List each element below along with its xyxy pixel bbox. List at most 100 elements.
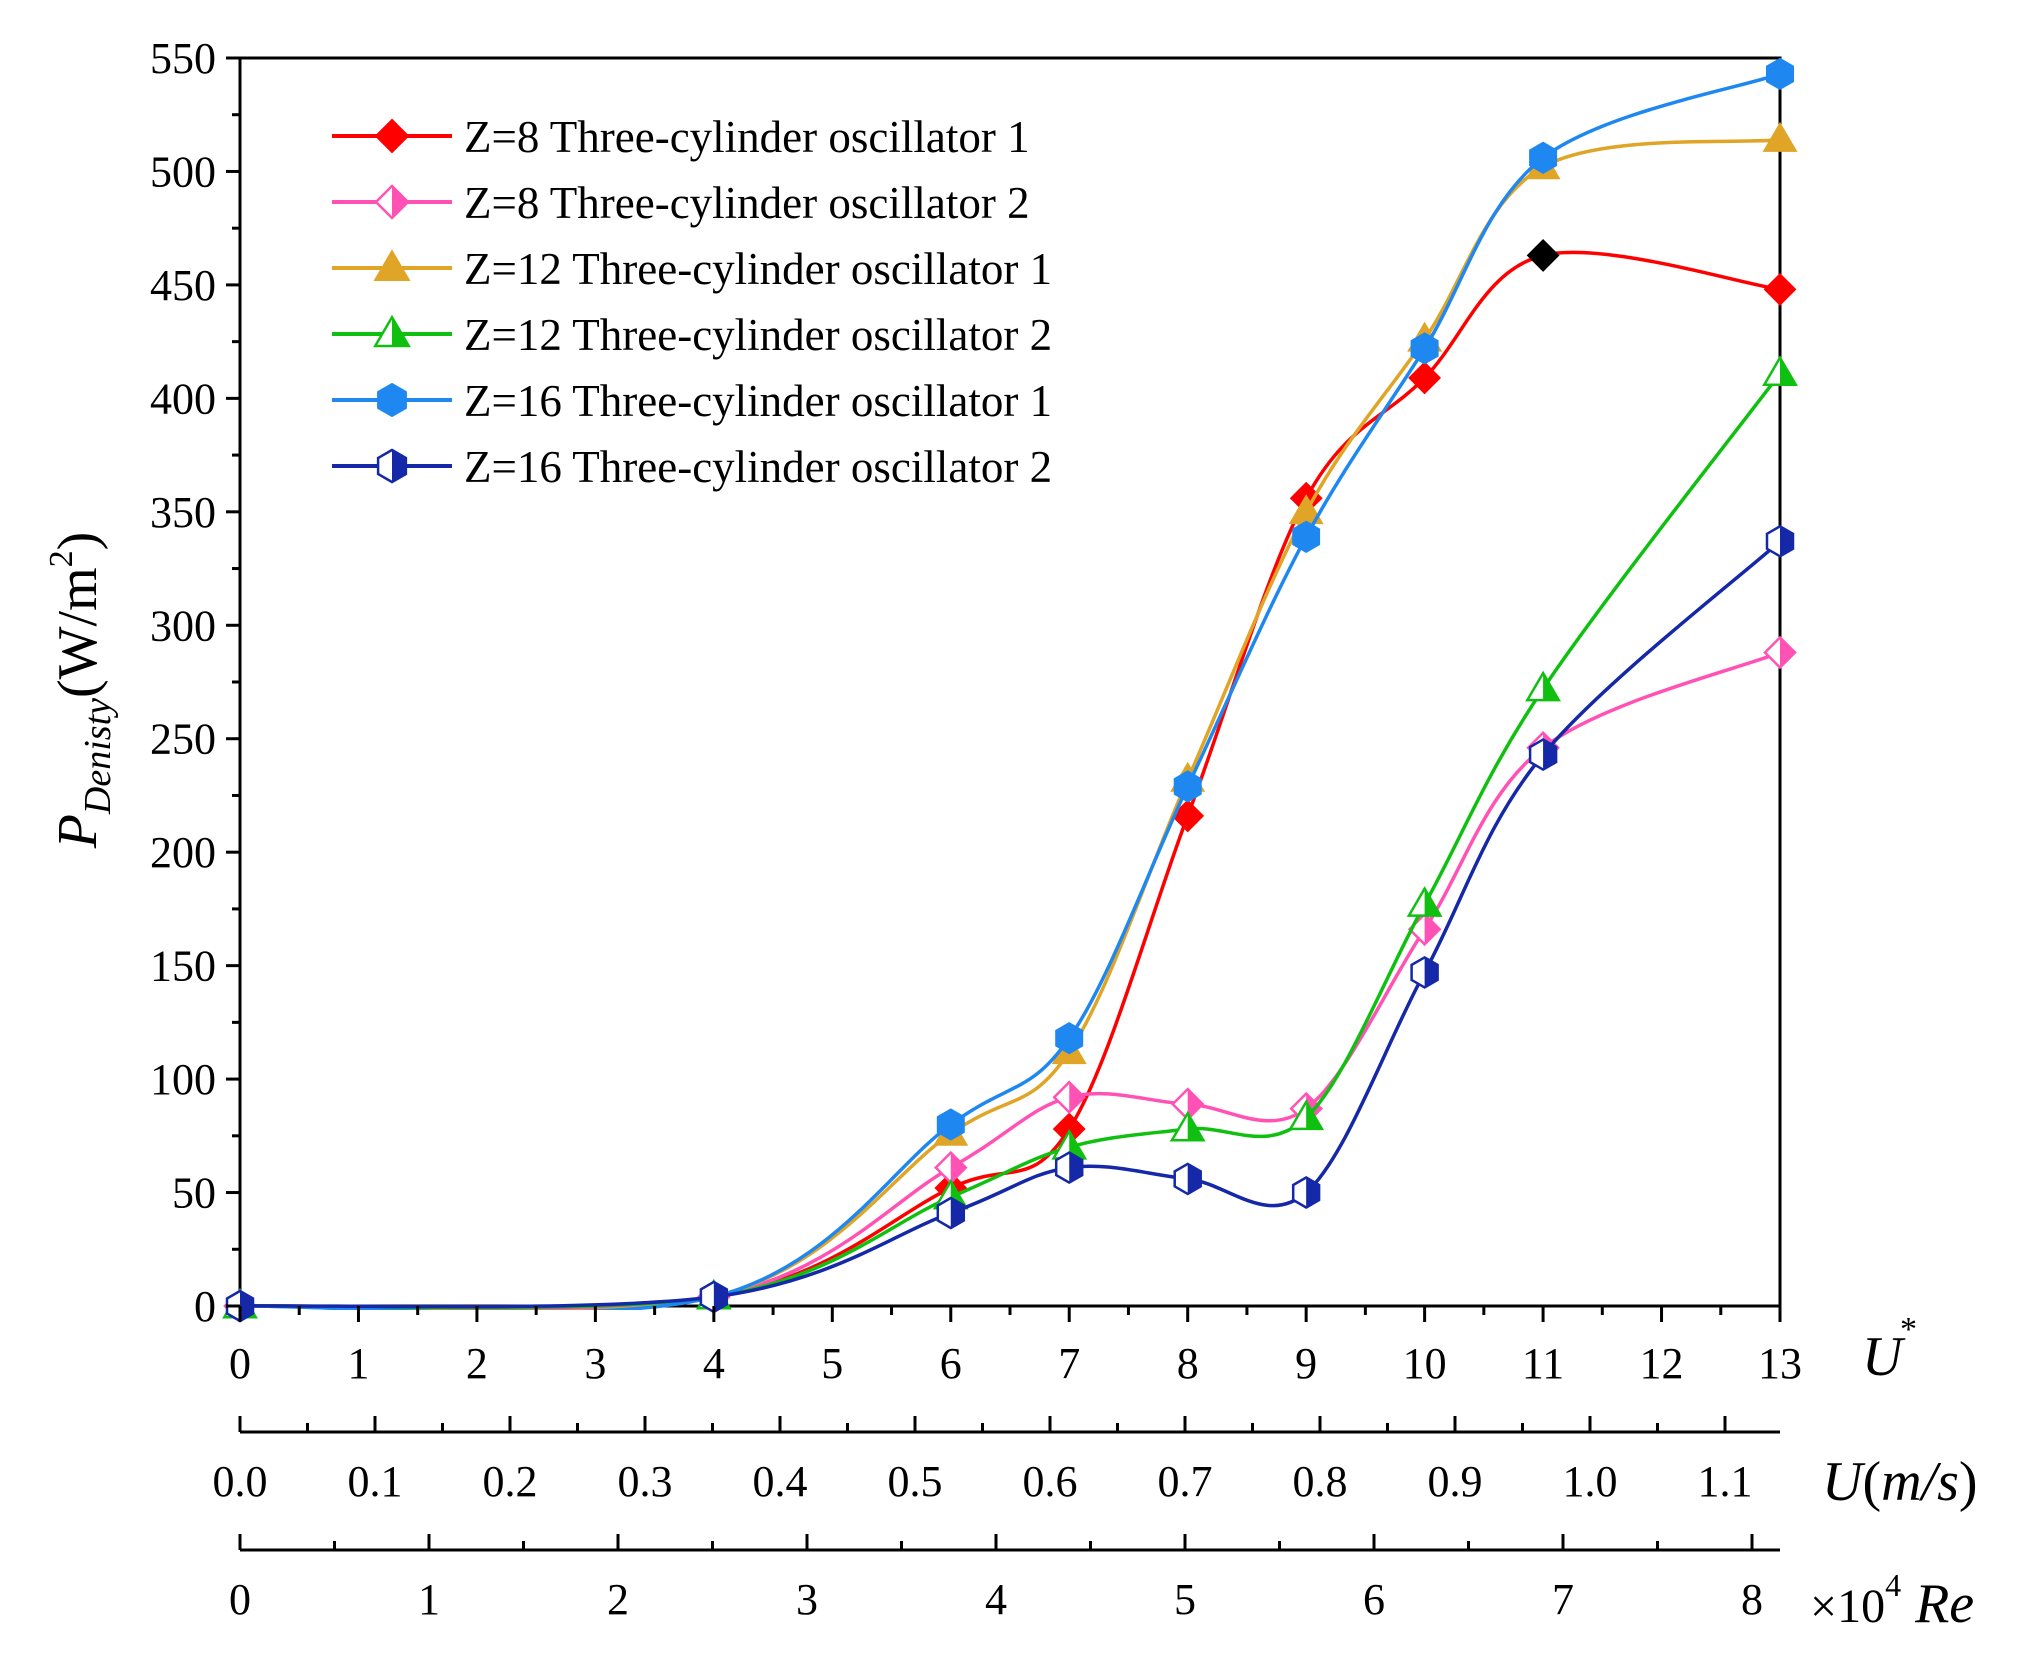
u-tick-label: 0.8	[1293, 1457, 1348, 1506]
x-tick-label: 0	[229, 1339, 251, 1388]
y-tick-label: 150	[150, 942, 216, 991]
u-tick-label: 0.9	[1428, 1457, 1483, 1506]
data-point	[1173, 770, 1202, 803]
u-tick-label: 0.3	[618, 1457, 673, 1506]
legend-marker	[373, 314, 411, 348]
u-tick-label: 0.5	[888, 1457, 943, 1506]
x-tick-label: 7	[1058, 1339, 1080, 1388]
x-tick-label: 9	[1295, 1339, 1317, 1388]
y-tick-label: 100	[150, 1055, 216, 1104]
data-point	[1055, 1022, 1084, 1055]
x-tick-label: 13	[1758, 1339, 1802, 1388]
x-tick-label: 2	[466, 1339, 488, 1388]
data-point	[1052, 1080, 1086, 1114]
series-layer	[222, 57, 1798, 1323]
data-point	[1292, 520, 1321, 553]
y-tick-label: 400	[150, 374, 216, 423]
legend-label: Z=12 Three-cylinder oscillator 2	[464, 310, 1052, 360]
legend-marker	[374, 118, 410, 154]
data-point	[1406, 886, 1443, 917]
data-point	[1170, 1087, 1205, 1121]
x-axis-ustar: 0 1 2 3 4 5 6 7 8 9 10 11 12 13	[229, 1306, 1802, 1388]
x-axis-re: 0 1 2 3 4 5 6 7 8	[229, 1534, 1780, 1624]
data-point	[1766, 57, 1794, 91]
y-axis-title: PDenisty(W/m2)	[43, 532, 119, 850]
data-point	[1526, 238, 1560, 272]
legend-label: Z=16 Three-cylinder oscillator 2	[464, 442, 1052, 492]
u-tick-label: 0.7	[1158, 1457, 1213, 1506]
y-tick-label: 550	[150, 34, 216, 83]
x-tick-label: 3	[584, 1339, 606, 1388]
data-point	[1291, 1176, 1321, 1209]
series-line	[240, 372, 1780, 1310]
data-point	[936, 1108, 965, 1141]
legend-item: Z=8 Three-cylinder oscillator 2	[332, 178, 1030, 228]
x-tick-label: 6	[940, 1339, 962, 1388]
y-tick-label: 50	[172, 1169, 216, 1218]
data-point	[1525, 670, 1561, 702]
data-point	[1173, 1162, 1202, 1196]
u-tick-label: 1.0	[1563, 1457, 1618, 1506]
y-tick-label: 0	[194, 1282, 216, 1331]
y-tick-label: 250	[150, 715, 216, 764]
y-tick-label: 200	[150, 828, 216, 877]
re-tick-label: 3	[796, 1575, 818, 1624]
re-tick-label: 1	[418, 1575, 440, 1624]
y-tick-label: 500	[150, 147, 216, 196]
u-tick-label: 0.0	[213, 1457, 268, 1506]
data-point	[1765, 524, 1795, 558]
data-point	[936, 1196, 966, 1230]
legend-label: Z=8 Three-cylinder oscillator 2	[464, 178, 1030, 228]
y-axis: 0 50 100 150 200 250 300 350 400 450 500 550	[150, 34, 240, 1331]
x-axis-title-ustar: U	[1862, 1326, 1906, 1388]
u-tick-label: 0.1	[348, 1457, 403, 1506]
data-point	[1762, 121, 1798, 152]
re-tick-label: 5	[1174, 1575, 1196, 1624]
x-tick-label: 12	[1640, 1339, 1684, 1388]
x-axis-title-u: U(m/s)	[1822, 1451, 1978, 1513]
series-3	[222, 121, 1798, 1319]
x-tick-label: 11	[1522, 1339, 1564, 1388]
data-point	[934, 1150, 968, 1185]
legend-label: Z=8 Three-cylinder oscillator 1	[464, 112, 1030, 162]
data-point	[1169, 1110, 1206, 1142]
data-point	[1529, 141, 1558, 174]
re-tick-label: 2	[607, 1575, 629, 1624]
data-point	[1762, 355, 1798, 386]
re-tick-label: 7	[1552, 1575, 1574, 1624]
u-tick-label: 0.6	[1023, 1457, 1078, 1506]
legend-label: Z=12 Three-cylinder oscillator 1	[464, 244, 1052, 294]
re-tick-label: 4	[985, 1575, 1007, 1624]
data-point	[1763, 272, 1797, 306]
y-tick-label: 350	[150, 488, 216, 537]
x-tick-label: 10	[1403, 1339, 1447, 1388]
data-point	[1410, 955, 1439, 989]
data-point	[1763, 635, 1797, 670]
axis-titles: U* U(m/s) ×104 Re PDenisty(W/m2)	[43, 532, 1978, 1635]
re-tick-label: 6	[1363, 1575, 1385, 1624]
data-point	[1410, 332, 1439, 365]
x-axis-title-ustar-sup: *	[1900, 1311, 1917, 1348]
legend-marker	[374, 184, 410, 220]
legend-marker	[373, 249, 411, 281]
legend-item: Z=8 Three-cylinder oscillator 1	[332, 112, 1030, 162]
legend-item: Z=16 Three-cylinder oscillator 1	[332, 376, 1052, 426]
y-tick-label: 450	[150, 261, 216, 310]
data-point	[1054, 1151, 1084, 1185]
legend-marker	[376, 448, 408, 484]
legend-item: Z=16 Three-cylinder oscillator 2	[332, 442, 1052, 492]
x-tick-label: 5	[821, 1339, 843, 1388]
x-tick-label: 8	[1177, 1339, 1199, 1388]
data-point	[1528, 738, 1558, 772]
legend-marker	[377, 382, 407, 418]
legend-item: Z=12 Three-cylinder oscillator 1	[332, 244, 1052, 294]
u-tick-label: 1.1	[1698, 1457, 1753, 1506]
x-tick-label: 4	[703, 1339, 725, 1388]
data-point	[1288, 1099, 1325, 1131]
legend-item: Z=12 Three-cylinder oscillator 2	[332, 310, 1052, 360]
x-axis-title-re: ×104 Re	[1810, 1567, 1974, 1635]
u-tick-label: 0.4	[753, 1457, 808, 1506]
series-6	[225, 524, 1795, 1323]
re-tick-label: 8	[1741, 1575, 1763, 1624]
